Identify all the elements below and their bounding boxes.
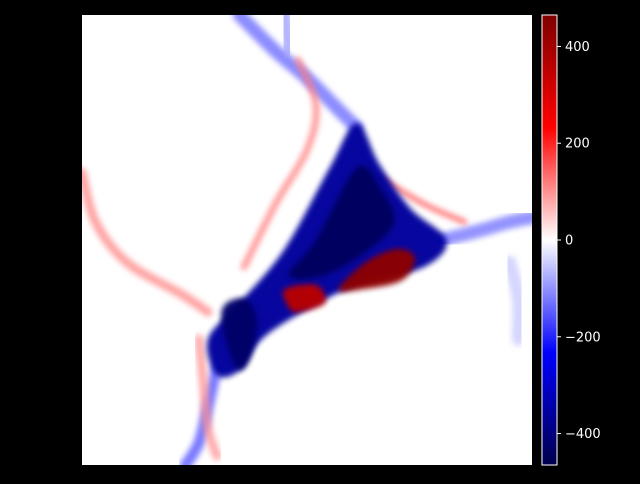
colorbar-gradient-bar: [542, 15, 557, 465]
heatmap-ridge: [277, 15, 296, 58]
heatmap-ridge: [502, 255, 526, 346]
heatmap-ridge: [435, 210, 532, 247]
heatmap-region: [282, 284, 326, 313]
colorbar-tick-label: −200: [565, 330, 601, 345]
colorbar-tick-label: −400: [565, 427, 601, 442]
heatmap-region: [338, 248, 416, 292]
heatmap-region: [221, 298, 258, 371]
heatmap-ridge: [240, 56, 320, 271]
heatmap-cells: [82, 15, 532, 465]
colorbar: −400 −200 0 200 400: [541, 14, 601, 466]
heatmap-ridge: [82, 168, 213, 317]
colorbar-tick-label: 200: [565, 137, 590, 152]
colorbar-tick-label: 0: [565, 234, 573, 249]
colorbar-tick-label: 400: [565, 40, 590, 55]
heatmap-ridge: [194, 334, 222, 461]
heatmap-region: [288, 165, 395, 280]
